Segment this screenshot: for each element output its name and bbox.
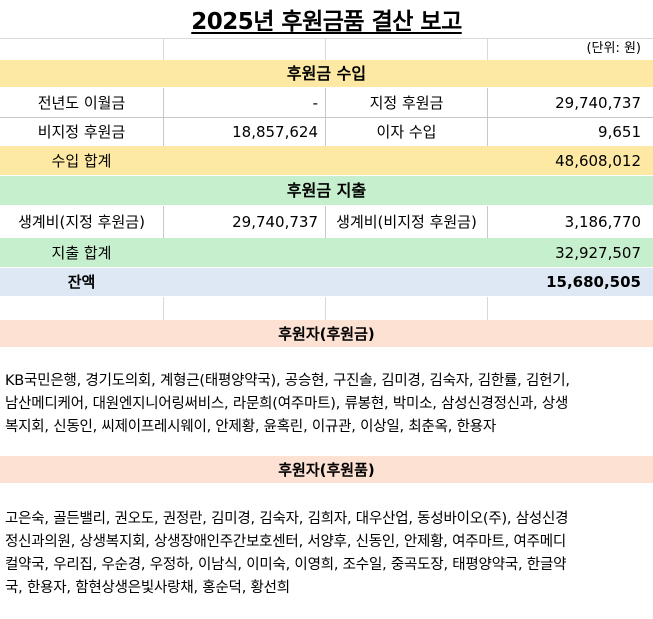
row-divider	[0, 117, 653, 118]
donors-money-line: 남산메디케어, 대원엔지니어링써비스, 라문희(여주마트), 류봉현, 박미소,…	[5, 396, 569, 412]
gridline	[163, 38, 164, 60]
income-label-undesignated: 비지정 후원금	[37, 123, 126, 141]
income-total-value: 48,608,012	[555, 152, 641, 170]
donors-money-band	[0, 320, 653, 348]
income-label-carryover: 전년도 이월금	[37, 94, 126, 112]
gridline	[487, 296, 488, 320]
column-divider	[325, 206, 326, 238]
income-header: 후원금 수입	[286, 64, 367, 83]
income-header-band	[0, 60, 653, 88]
column-divider	[163, 88, 164, 146]
expense-total-band	[0, 238, 653, 268]
donors-goods-band	[0, 456, 653, 484]
expense-header-band	[0, 176, 653, 206]
donors-goods-line: 국, 한용자, 함현상생은빛사랑채, 홍순덕, 황선희	[5, 580, 290, 596]
gridline	[0, 38, 653, 39]
income-value-carryover: -	[312, 94, 318, 112]
expense-total-label: 지출 합계	[51, 244, 112, 262]
income-value-designated: 29,740,737	[555, 94, 641, 112]
donors-goods-list: 고은숙, 골든밸리, 권오도, 권정란, 김미경, 김숙자, 김희자, 대우산업…	[5, 508, 648, 600]
column-divider	[487, 206, 488, 238]
expense-header: 후원금 지출	[286, 181, 367, 200]
balance-label: 잔액	[67, 273, 96, 291]
column-divider	[487, 88, 488, 146]
gridline	[325, 38, 326, 60]
expense-total-value: 32,927,507	[555, 244, 641, 262]
donors-money-header: 후원자(후원금)	[278, 325, 375, 343]
income-label-designated: 지정 후원금	[369, 94, 444, 112]
expense-label-undesignated: 생계비(비지정 후원금)	[336, 213, 477, 231]
income-label-interest: 이자 수입	[376, 123, 437, 141]
donors-goods-line: 컬약국, 우리집, 우순경, 우정하, 이남식, 이미숙, 이영희, 조수일, …	[5, 557, 567, 573]
expense-label-designated: 생계비(지정 후원금)	[18, 213, 145, 231]
donors-money-line: 복지회, 신동인, 씨제이프레시웨이, 안제황, 윤혹린, 이규관, 이상일, …	[5, 419, 497, 435]
income-value-interest: 9,651	[598, 123, 641, 141]
donors-money-line: KB국민은행, 경기도의회, 계형근(태평양약국), 공승현, 구진솔, 김미경…	[5, 373, 570, 389]
column-divider	[325, 88, 326, 146]
column-divider	[163, 206, 164, 238]
report-title: 2025년 후원금품 결산 보고	[0, 0, 653, 38]
gridline	[487, 38, 488, 60]
gridline	[325, 296, 326, 320]
donors-goods-line: 정신과의원, 상생복지회, 상생장애인주간보호센터, 서양후, 신동인, 안제황…	[5, 534, 567, 550]
balance-value: 15,680,505	[546, 273, 641, 291]
expense-value-designated: 29,740,737	[232, 213, 318, 231]
donors-goods-header: 후원자(후원품)	[278, 461, 375, 479]
unit-label: (단위: 원)	[586, 41, 641, 56]
income-total-label: 수입 합계	[51, 152, 112, 170]
income-total-band	[0, 146, 653, 176]
income-value-undesignated: 18,857,624	[232, 123, 318, 141]
expense-value-undesignated: 3,186,770	[564, 213, 641, 231]
donors-money-list: KB국민은행, 경기도의회, 계형근(태평양약국), 공승현, 구진솔, 김미경…	[5, 370, 648, 439]
balance-band	[0, 268, 653, 297]
report-title-text: 2025년 후원금품 결산 보고	[191, 9, 462, 35]
donors-goods-line: 고은숙, 골든밸리, 권오도, 권정란, 김미경, 김숙자, 김희자, 대우산업…	[5, 511, 569, 527]
gridline	[163, 296, 164, 320]
